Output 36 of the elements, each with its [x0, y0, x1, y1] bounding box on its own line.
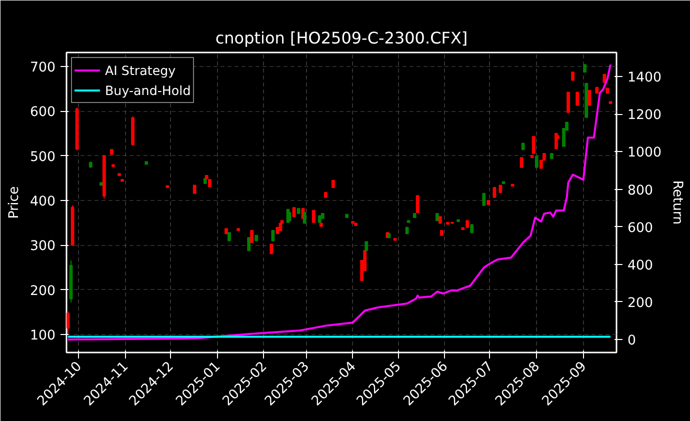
y2-tick-label: 1000	[628, 146, 662, 161]
y2-tick-label: 0	[628, 334, 636, 349]
candlestick	[482, 192, 486, 206]
legend-label: AI Strategy	[105, 62, 176, 78]
candlestick	[492, 187, 496, 198]
chart-title: cnoption [HO2509-C-2300.CFX]	[215, 28, 468, 48]
candlestick	[576, 92, 580, 106]
candlestick	[66, 312, 70, 336]
candlestick	[250, 230, 254, 244]
line-series	[67, 64, 612, 341]
y-tick-label: 700	[30, 60, 56, 76]
candlestick	[534, 156, 538, 168]
candlestick	[588, 90, 592, 106]
y-tick-label: 500	[30, 150, 56, 165]
y-tick-label: 400	[30, 194, 56, 210]
candlestick	[247, 237, 251, 252]
y-tick-label: 100	[30, 328, 56, 344]
candlestick	[566, 92, 570, 113]
y2-axis-title: Return	[669, 180, 684, 225]
y2-tick-label: 600	[628, 220, 653, 236]
y-axis-title: Price	[7, 186, 22, 219]
y-tick-label: 200	[30, 284, 56, 299]
candlestick	[312, 210, 316, 223]
candlestick	[520, 157, 524, 168]
candlestick	[416, 195, 420, 214]
y2-tick-label: 400	[628, 258, 653, 274]
y2-tick-label: 1400	[628, 70, 662, 86]
y2-tick-label: 1200	[628, 108, 662, 124]
y2-tick-label: 800	[628, 183, 653, 198]
candlestick	[270, 244, 274, 254]
y-tick-label: 300	[30, 239, 56, 254]
candlestick	[271, 230, 275, 242]
y-tick-label: 600	[30, 105, 56, 120]
legend-label: Buy-and-Hold	[105, 82, 191, 98]
y2-tick-label: 200	[628, 296, 653, 311]
candlestick	[532, 136, 536, 154]
